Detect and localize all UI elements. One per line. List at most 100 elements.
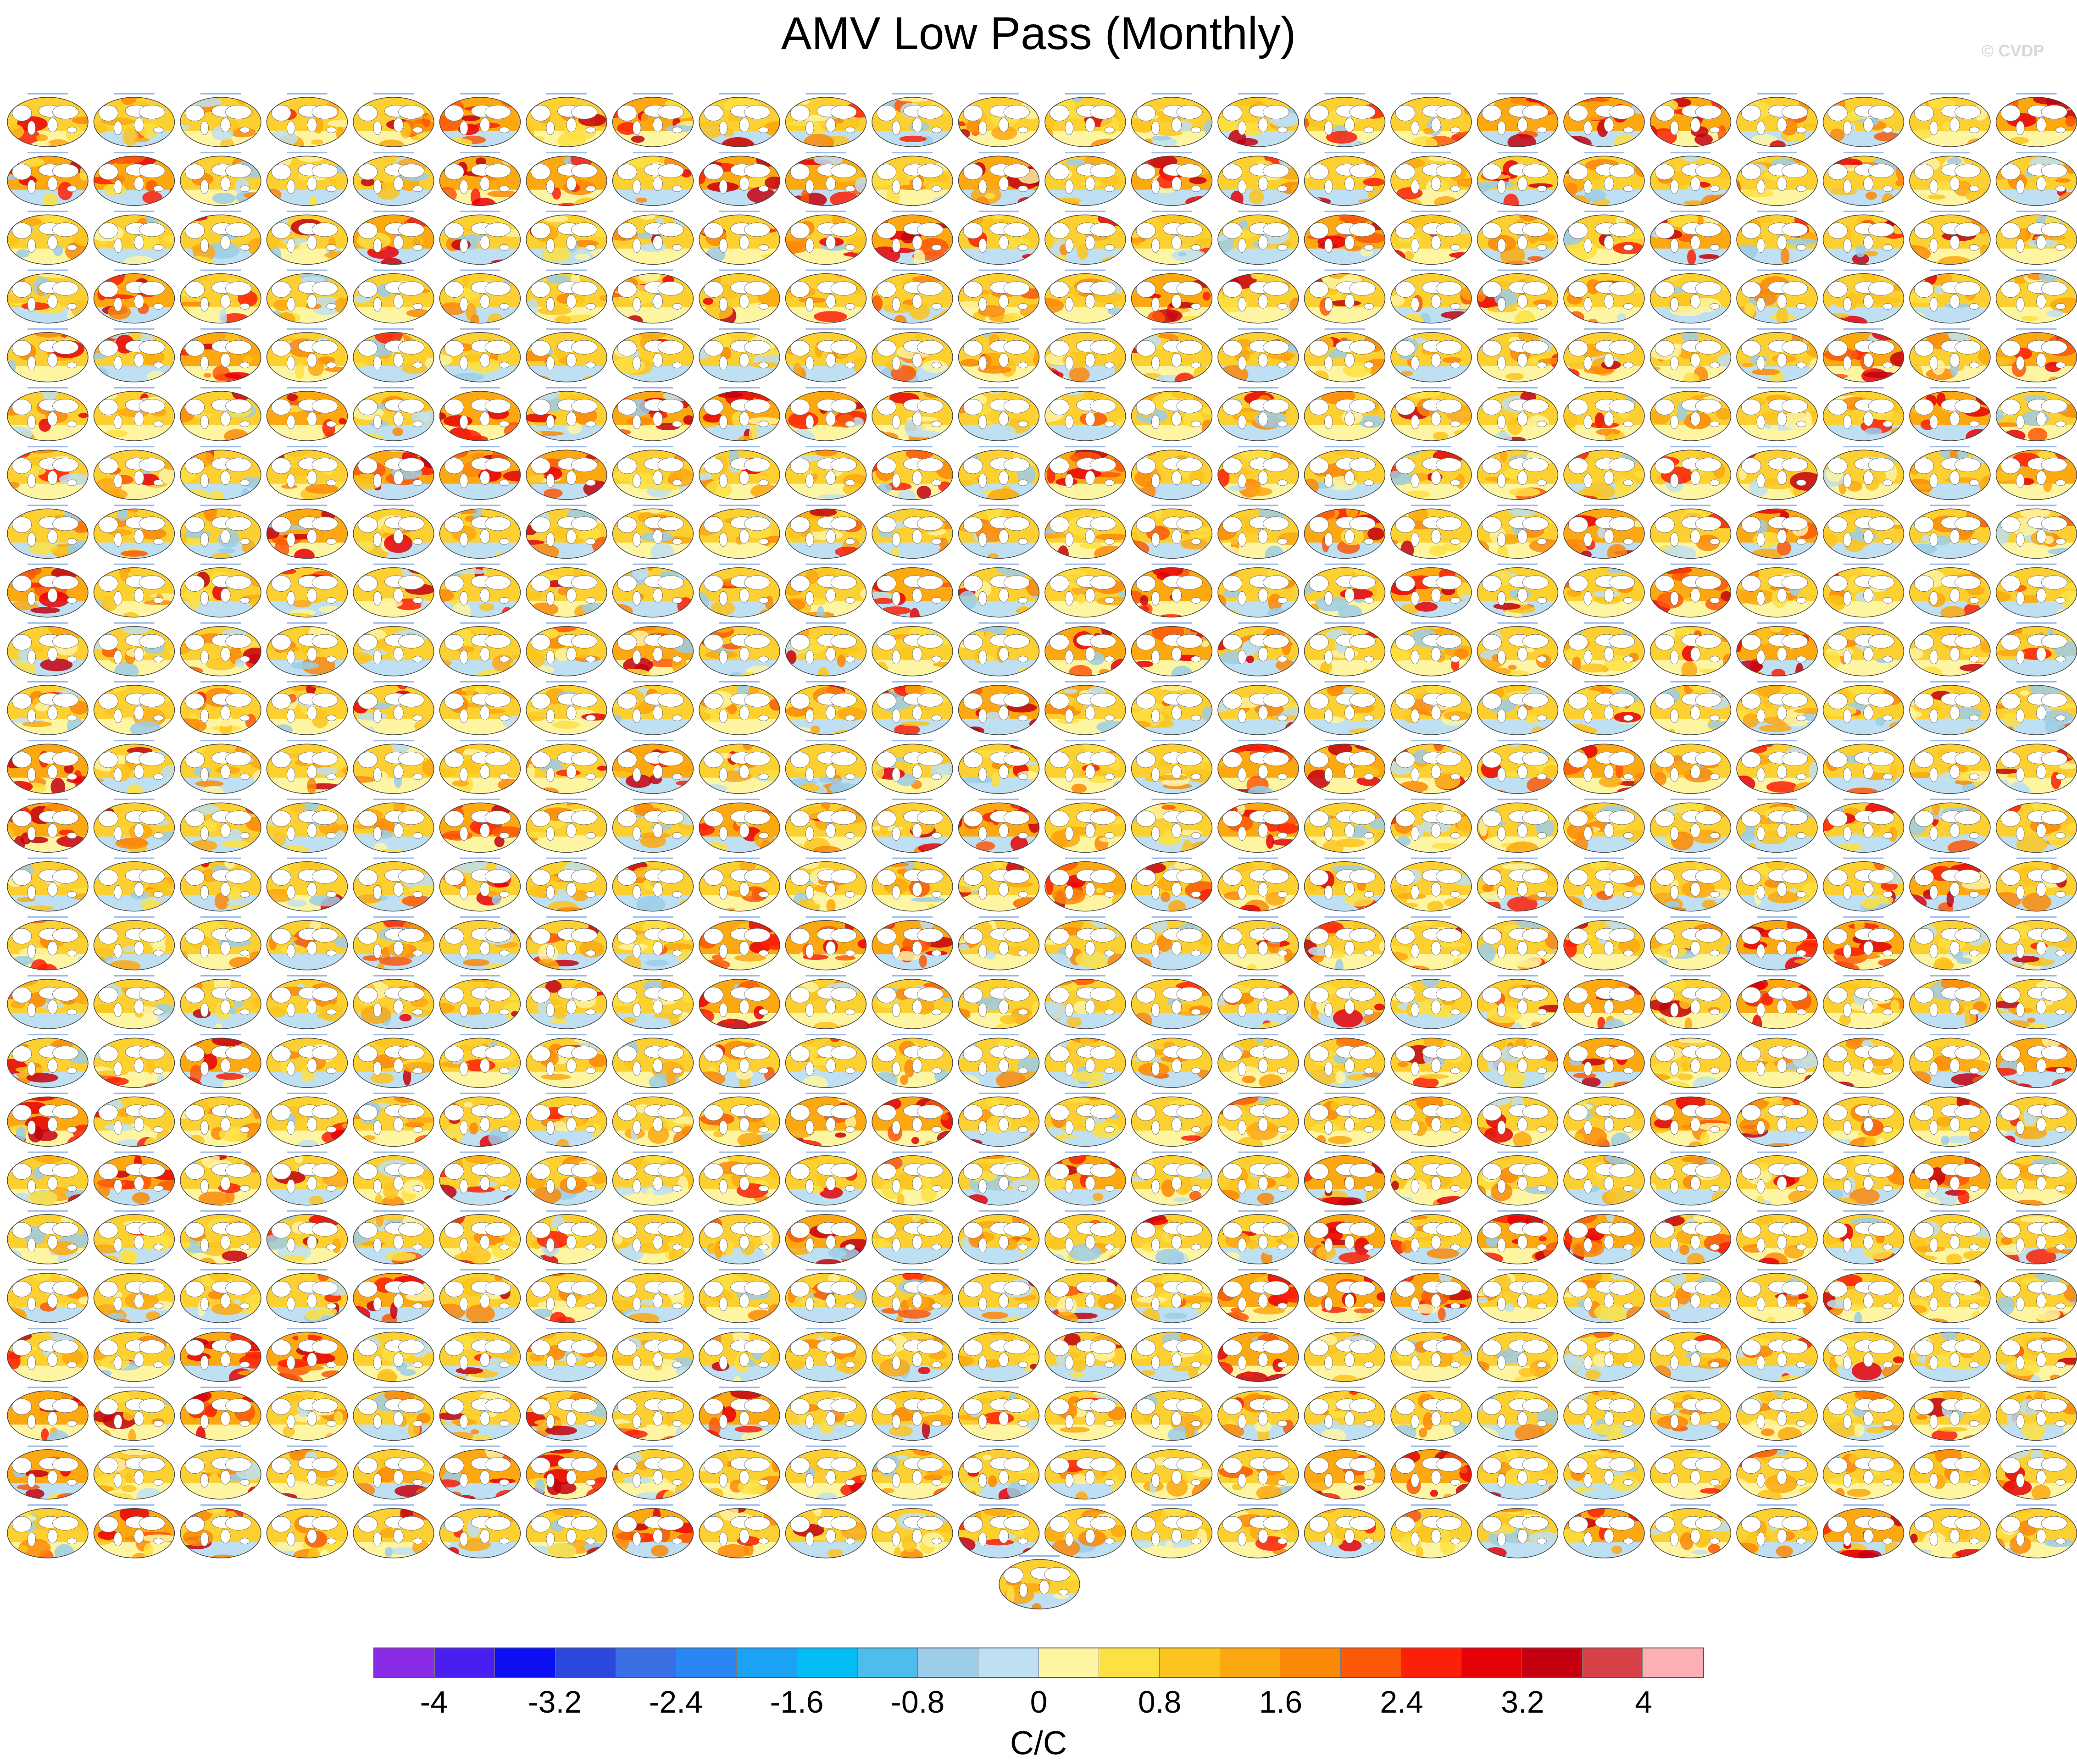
map-panel [1131,1445,1213,1500]
map-panel [1822,622,1905,677]
map-panel [7,1151,89,1206]
map-panel [93,975,175,1029]
map-panel [266,1328,348,1382]
map-panel [180,1328,261,1382]
map-panel [872,446,953,500]
colorbar [373,1648,1704,1678]
map-panel [180,387,261,441]
map-panel [1131,269,1213,324]
map-panel [266,975,348,1029]
map-panel [266,857,348,912]
colorbar-swatch [1159,1648,1220,1677]
map-panel [1217,1034,1299,1088]
map-panel [1477,1328,1559,1382]
map-panel [353,1151,434,1206]
colorbar-swatch [1280,1648,1341,1677]
map-panel [1822,505,1905,559]
map-panel [872,152,953,206]
map-panel [1477,211,1559,265]
map-panel [699,93,780,147]
map-panel [1131,975,1213,1029]
map-panel [1649,1445,1732,1500]
map-panel [1390,1269,1472,1323]
map-panel [1649,1210,1732,1265]
map-panel [699,975,780,1029]
map-panel [1649,505,1732,559]
map-panel [1217,1210,1299,1265]
colorbar-tick-label: -4 [420,1685,448,1720]
map-panel [1217,1269,1299,1323]
map-panel [1131,1328,1213,1382]
map-panel [785,93,867,147]
map-panel [353,740,434,794]
map-panel [1909,681,1991,735]
map-panel [1563,93,1645,147]
colorbar-swatch [1038,1648,1100,1677]
map-panel [958,1151,1040,1206]
map-panel [526,211,607,265]
map-panel [526,446,607,500]
map-panel [1217,681,1299,735]
map-panel [1649,799,1732,853]
map-panel [1217,975,1299,1029]
map-panel [1909,1151,1991,1206]
map-panel [1649,211,1732,265]
map-panel [1649,916,1732,971]
map-panel [958,563,1040,618]
map-panel [266,622,348,677]
map-panel [699,387,780,441]
map-panel [1477,1387,1559,1441]
map-panel [439,740,521,794]
map-panel [1304,328,1386,383]
colorbar-tick-label: 1.6 [1259,1685,1303,1720]
map-panel [526,799,607,853]
map-panel [526,1387,607,1441]
map-panel [1909,93,1991,147]
map-panel [958,740,1040,794]
map-panel [1995,1093,2077,1147]
map-panel [699,1504,780,1559]
map-panel [1563,622,1645,677]
map-panel [439,1387,521,1441]
map-panel [526,857,607,912]
map-panel [1995,1504,2077,1559]
map-panel [1477,1151,1559,1206]
map-panel [872,505,953,559]
map-panel [1217,1151,1299,1206]
map-panel [1044,1387,1126,1441]
map-panel [1909,857,1991,912]
map-panel [1390,1328,1472,1382]
colorbar-tick-label: 2.4 [1380,1685,1423,1720]
colorbar-tick-label: 3.2 [1501,1685,1544,1720]
map-panel [1304,1387,1386,1441]
map-panel [1131,857,1213,912]
map-panel [526,328,607,383]
map-panel [7,1328,89,1382]
colorbar-swatch [737,1648,797,1677]
map-panel [7,505,89,559]
map-panel [526,93,607,147]
map-panel [612,975,694,1029]
map-panel [180,1504,261,1559]
map-panel [785,622,867,677]
map-panel [1822,1093,1905,1147]
map-panel [1649,446,1732,500]
map-panel [612,328,694,383]
colorbar-swatch [1461,1648,1522,1677]
map-panel [1563,1269,1645,1323]
map-panel [266,916,348,971]
map-panel [1822,1504,1905,1559]
colorbar-swatch [495,1648,556,1677]
map-panel [526,387,607,441]
map-panel [1390,975,1472,1029]
map-panel [1477,93,1559,147]
map-panel [93,799,175,853]
map-panel [1477,857,1559,912]
map-panel [439,1445,521,1500]
map-panel [7,681,89,735]
map-panel [1649,681,1732,735]
map-panel [1563,152,1645,206]
map-panel [1736,1210,1818,1265]
map-panel [7,211,89,265]
colorbar-units-label: C/C [1010,1725,1067,1762]
